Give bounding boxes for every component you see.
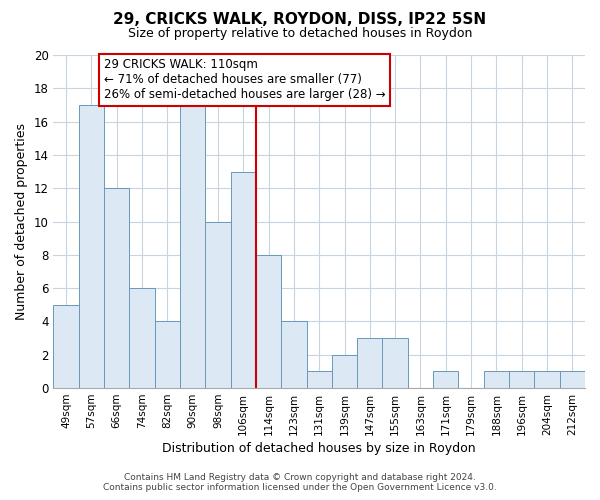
Text: 29, CRICKS WALK, ROYDON, DISS, IP22 5SN: 29, CRICKS WALK, ROYDON, DISS, IP22 5SN xyxy=(113,12,487,28)
Bar xyxy=(53,305,79,388)
Bar xyxy=(484,372,509,388)
Bar xyxy=(79,105,104,388)
X-axis label: Distribution of detached houses by size in Roydon: Distribution of detached houses by size … xyxy=(163,442,476,455)
Bar xyxy=(332,355,357,388)
Bar xyxy=(155,322,180,388)
Bar xyxy=(180,105,205,388)
Text: Contains HM Land Registry data © Crown copyright and database right 2024.
Contai: Contains HM Land Registry data © Crown c… xyxy=(103,473,497,492)
Text: Size of property relative to detached houses in Roydon: Size of property relative to detached ho… xyxy=(128,28,472,40)
Bar xyxy=(104,188,130,388)
Bar xyxy=(382,338,408,388)
Y-axis label: Number of detached properties: Number of detached properties xyxy=(15,123,28,320)
Bar xyxy=(281,322,307,388)
Bar xyxy=(535,372,560,388)
Bar xyxy=(560,372,585,388)
Text: 29 CRICKS WALK: 110sqm
← 71% of detached houses are smaller (77)
26% of semi-det: 29 CRICKS WALK: 110sqm ← 71% of detached… xyxy=(104,58,386,102)
Bar xyxy=(130,288,155,388)
Bar xyxy=(205,222,230,388)
Bar xyxy=(357,338,382,388)
Bar xyxy=(230,172,256,388)
Bar xyxy=(256,255,281,388)
Bar xyxy=(509,372,535,388)
Bar xyxy=(433,372,458,388)
Bar xyxy=(307,372,332,388)
